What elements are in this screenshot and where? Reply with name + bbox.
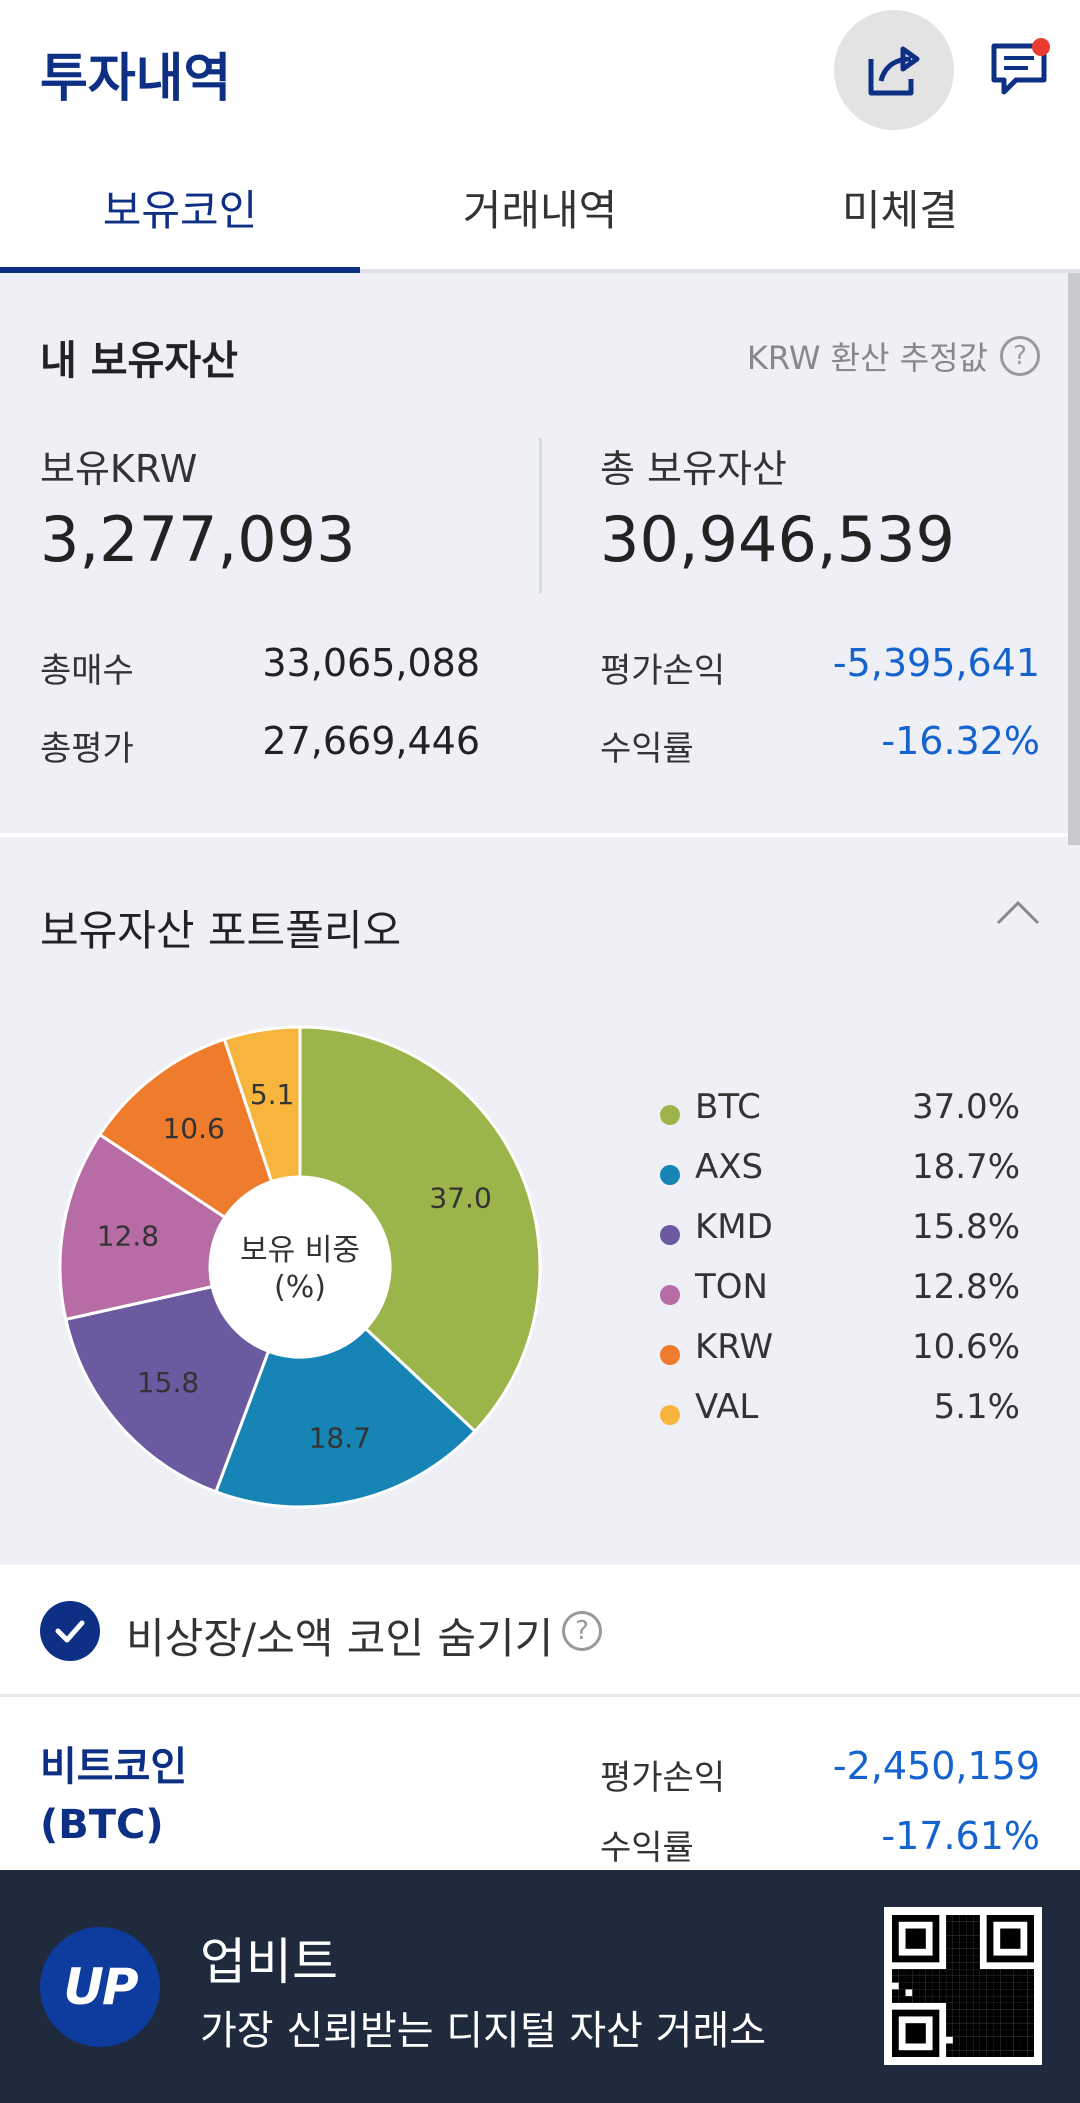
logo-text: UP [63,1958,138,2016]
hide-small-coins-row[interactable]: 비상장/소액 코인 숨기기 ? [0,1565,1080,1697]
help-icon[interactable]: ? [1000,336,1040,376]
donut-label-btc: 37.0 [429,1181,491,1214]
coin-rate-label: 수익률 [600,1828,694,1868]
portfolio-section: 보유자산 포트폴리오 37.0 18.7 15.8 12.8 10.6 5.1 보유 비중… [0,837,1080,1565]
legend-dot [660,1285,680,1305]
tab-history[interactable]: 거래내역 [462,185,618,235]
coin-name: 비트코인 (BTC) [40,1738,187,1854]
app-header: 투자내역 [0,0,1080,145]
upbit-banner: UP 업비트 가장 신뢰받는 디지털 자산 거래소 [0,1870,1080,2103]
banner-title: 업비트 [200,1933,338,1991]
tab-holdings[interactable]: 보유코인 [0,145,360,273]
legend-name: BTC [695,1087,761,1127]
total-assets-label: 총 보유자산 [600,447,787,491]
donut-label-ton: 12.8 [97,1219,159,1252]
return-rate-value: -16.32% [881,719,1040,763]
portfolio-donut-chart: 37.0 18.7 15.8 12.8 10.6 5.1 보유 비중 (%) [58,1025,542,1509]
donut-label-krw: 10.6 [162,1112,224,1145]
notification-dot [1032,38,1050,56]
pnl-value: -5,395,641 [832,641,1040,685]
total-buy-label: 총매수 [40,651,134,691]
legend-percent: 37.0% [911,1087,1020,1127]
total-assets-value: 30,946,539 [600,503,955,576]
krw-value: 3,277,093 [40,503,356,576]
legend-item-ton: TON 12.8% [660,1267,1020,1327]
krw-label: 보유KRW [40,447,198,491]
legend-dot [660,1225,680,1245]
legend-name: VAL [695,1387,759,1427]
legend-item-krw: KRW 10.6% [660,1327,1020,1387]
coin-pnl-value: -2,450,159 [832,1744,1040,1788]
donut-center [210,1177,390,1357]
legend-item-axs: AXS 18.7% [660,1147,1020,1207]
section-separator [0,833,1080,837]
qr-code [884,1907,1042,2065]
donut-label-val: 5.1 [250,1078,295,1111]
hide-small-coins-label: 비상장/소액 코인 숨기기 [126,1614,554,1663]
hide-help-icon[interactable]: ? [562,1611,602,1651]
chevron-up-icon[interactable] [996,897,1040,927]
coin-row-btc[interactable]: 비트코인 (BTC) 평가손익 -2,450,159 수익률 -17.61% [0,1700,1080,1870]
tab-pending[interactable]: 미체결 [842,185,958,235]
legend-item-val: VAL 5.1% [660,1387,1020,1447]
total-eval-value: 27,669,446 [262,719,480,763]
hide-small-coins-checkbox[interactable] [40,1601,100,1661]
legend-dot [660,1405,680,1425]
return-rate-label: 수익률 [600,729,694,769]
upbit-logo: UP [40,1927,160,2047]
legend-name: KMD [695,1207,773,1247]
share-icon [868,46,920,96]
summary-title: 내 보유자산 [40,338,238,384]
portfolio-title: 보유자산 포트폴리오 [40,906,402,955]
krw-note-label: KRW 환산 추정값 [746,339,988,377]
legend-percent: 12.8% [911,1267,1020,1307]
check-icon [55,1620,85,1643]
legend-dot [660,1345,680,1365]
pnl-label: 평가손익 [600,651,726,691]
total-eval-label: 총평가 [40,729,134,769]
total-buy-value: 33,065,088 [262,641,480,685]
donut-label-axs: 18.7 [309,1421,371,1454]
divider [539,438,542,593]
legend-name: TON [695,1267,768,1307]
legend-percent: 15.8% [911,1207,1020,1247]
coin-pnl-label: 평가손익 [600,1758,726,1798]
donut-label-kmd: 15.8 [137,1366,199,1399]
coin-ticker: (BTC) [40,1802,164,1848]
legend-percent: 5.1% [933,1387,1020,1427]
share-button[interactable] [834,10,954,130]
legend-percent: 18.7% [911,1147,1020,1187]
legend-dot [660,1165,680,1185]
donut-center-unit: (%) [274,1270,326,1305]
qr-code-icon [892,1915,1034,2057]
banner-subtitle: 가장 신뢰받는 디지털 자산 거래소 [200,2008,767,2054]
legend-item-btc: BTC 37.0% [660,1087,1020,1147]
page-title: 투자내역 [40,49,232,109]
coin-name-korean: 비트코인 [40,1744,188,1790]
asset-summary: 내 보유자산 KRW 환산 추정값 ? 보유KRW 3,277,093 총 보유… [0,273,1080,833]
krw-note[interactable]: KRW 환산 추정값 ? [747,333,1040,379]
chart-legend: BTC 37.0% AXS 18.7% KMD 15.8% TON 12.8% KRW 10.6%… [660,1087,1020,1447]
legend-name: KRW [695,1327,774,1367]
donut-center-label: 보유 비중 [240,1233,360,1268]
tab-bar: 보유코인 거래내역 미체결 [0,145,1080,273]
legend-name: AXS [695,1147,764,1187]
legend-percent: 10.6% [911,1327,1020,1367]
legend-item-kmd: KMD 15.8% [660,1207,1020,1267]
scrollbar[interactable] [1068,273,1080,845]
coin-rate-value: -17.61% [881,1814,1040,1858]
legend-dot [660,1105,680,1125]
